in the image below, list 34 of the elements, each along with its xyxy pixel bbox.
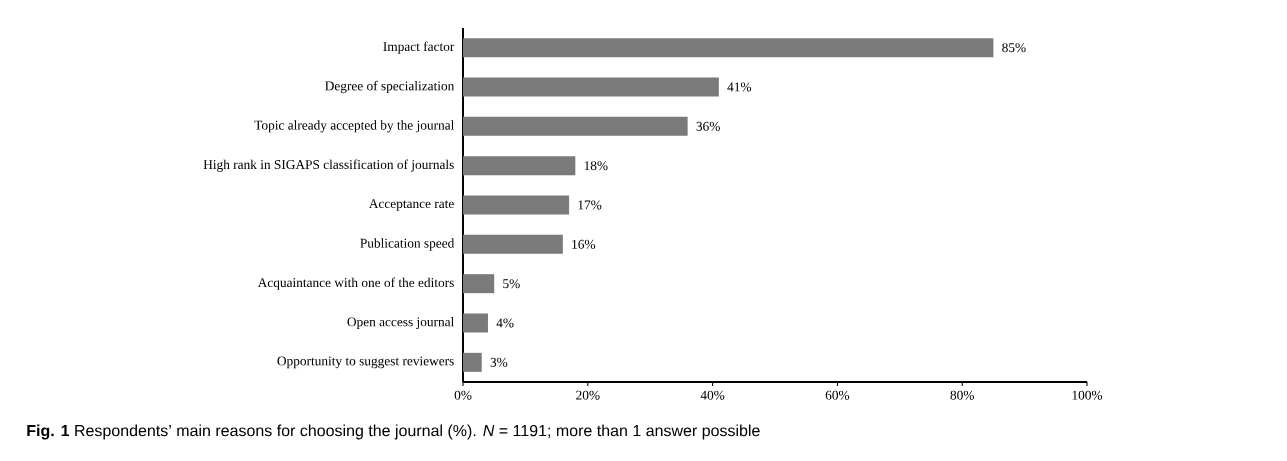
data-label: 17% [578,200,602,210]
y-tick-label: Topic already accepted by the journal [254,120,455,133]
y-tick-label: Impact factor [383,41,455,54]
x-tick-label: 80% [950,390,974,400]
y-tick-label: Acceptance rate [368,199,454,211]
x-tick-label: 20% [576,390,600,400]
data-label: 3% [490,357,508,367]
bar [463,77,719,97]
y-tick-label: Degree of specialization [325,80,455,94]
data-label: 4% [496,318,514,328]
bar [463,352,482,372]
data-label: 16% [572,239,596,249]
y-tick-label: Publication speed [360,238,455,251]
bar [463,195,570,215]
x-tick-label: 40% [700,390,725,400]
data-label: 85% [1002,43,1026,53]
y-tick-label: Acquaintance with one of the editors [257,277,454,290]
x-tick-label: 0% [454,390,472,400]
data-label: 36% [696,121,720,131]
bar [463,38,994,58]
bar [463,234,563,254]
bar [463,274,495,294]
y-tick-label: High rank in SIGAPS classification of journals [203,159,454,172]
data-label: 18% [584,161,608,171]
bar [463,116,688,136]
bar [463,156,576,176]
data-label: 5% [503,279,520,289]
x-tick-label: 100% [1072,390,1103,400]
y-tick-label: Open access journal [347,316,455,330]
data-label: 41% [727,82,752,92]
y-tick-label: Opportunity to suggest reviewers [277,356,454,369]
bar [463,313,488,333]
x-tick-label: 60% [825,390,850,400]
text: Fig. 1 Respondents’ main reasons for choosing the journal (%). N = 1191; more than 1 answer possible [27,424,760,440]
